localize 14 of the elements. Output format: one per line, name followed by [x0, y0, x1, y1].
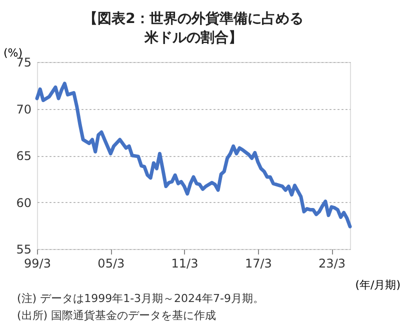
y-tick-label: 55: [16, 242, 32, 256]
y-tick-label: 70: [16, 102, 32, 116]
chart-title: 【図表2：世界の外貨準備に占める米ドルの割合】: [84, 11, 304, 46]
text: (出所) 国際通貨基金のデータを基に作成: [17, 309, 216, 322]
x-tick-label: 05/3: [98, 256, 125, 270]
y-tick-label: 60: [16, 196, 32, 210]
x-axis-title: (年/月期): [355, 278, 400, 292]
y-tick-label: 65: [16, 149, 32, 163]
x-tick-label: 11/3: [171, 256, 198, 270]
x-tick-label: 17/3: [244, 256, 272, 270]
line-series: [35, 82, 352, 228]
text: (注) データは1999年1-3月期～2024年7-9月期。: [17, 292, 264, 305]
x-tick-label: 99/3: [24, 256, 51, 270]
x-tick-label: 23/3: [318, 256, 346, 270]
